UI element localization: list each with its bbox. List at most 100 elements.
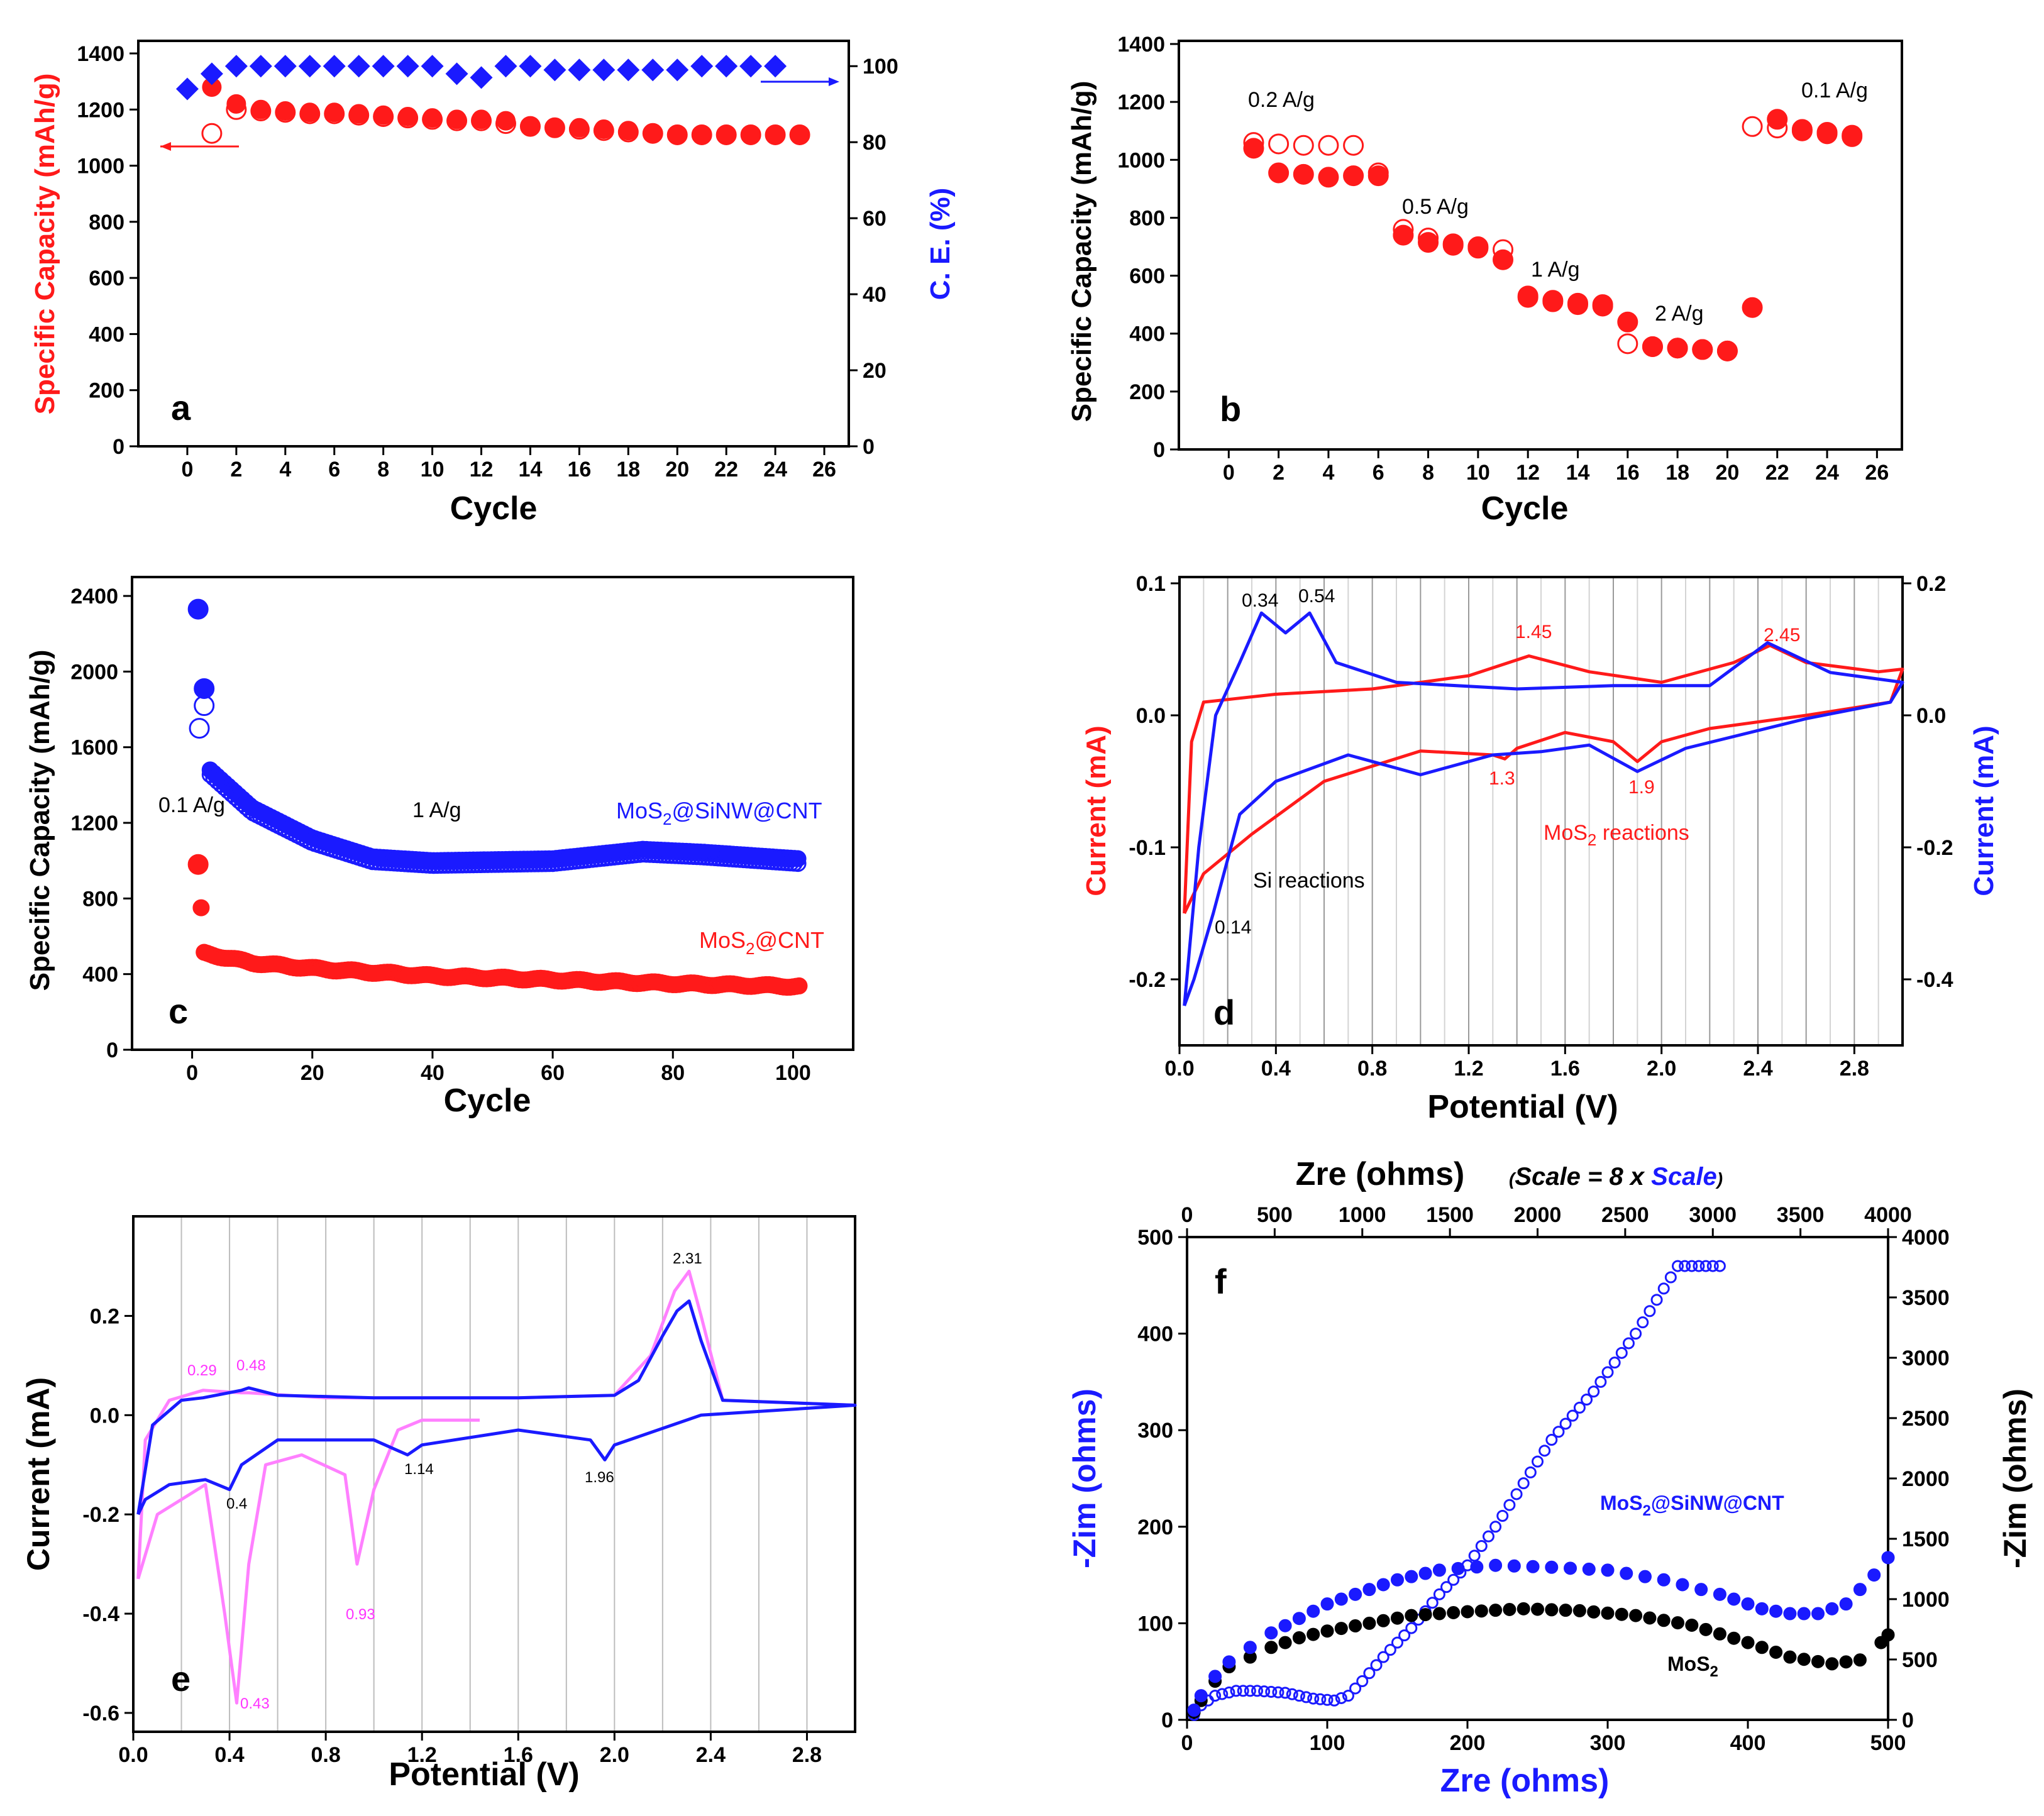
scaled-point	[1693, 1260, 1705, 1272]
ce-point	[249, 55, 272, 78]
y-c-ticklabel: 800	[82, 887, 118, 911]
yr-a-ticklabel: 0	[863, 435, 875, 459]
scaled-point	[1272, 1686, 1284, 1698]
scaled-point	[1594, 1375, 1607, 1388]
x-e-ticklabel: 0.4	[214, 1743, 244, 1767]
scaled-point	[1307, 1692, 1320, 1705]
ce-point	[543, 58, 566, 82]
scale-note-b: Scale	[1651, 1163, 1717, 1191]
charge-point	[1791, 120, 1813, 141]
scaled-point	[1539, 1445, 1551, 1457]
mos2-point	[1727, 1631, 1741, 1645]
sinw-point	[1278, 1619, 1292, 1632]
charge-point	[1642, 336, 1663, 357]
charge-point	[1592, 295, 1613, 317]
ce-point	[617, 58, 640, 82]
scaled-point	[1363, 1667, 1376, 1680]
x-f-ticklabel: 100	[1310, 1731, 1345, 1755]
scaled-point	[1510, 1488, 1523, 1500]
x-b-ticklabel: 4	[1322, 461, 1334, 485]
ce-point	[470, 66, 493, 89]
charge-point	[1467, 238, 1489, 259]
annotation-e-1.96: 1.96	[585, 1469, 614, 1486]
sinw-point	[1601, 1563, 1615, 1577]
scaled-point	[1370, 1659, 1383, 1671]
scaled-point	[1489, 1521, 1502, 1533]
sinw-point	[1264, 1626, 1278, 1640]
y-c-ticklabel: 0	[106, 1038, 118, 1062]
scaled-point	[1216, 1688, 1229, 1700]
yr-a-ticklabel: 60	[863, 207, 887, 231]
scaled-point	[1545, 1434, 1558, 1446]
ce-point	[200, 62, 223, 85]
ce-point	[323, 55, 346, 78]
sinw-point	[1797, 1607, 1811, 1621]
ylabel-c: Specific Capacity (mAh/g)	[25, 650, 55, 991]
mos2-point	[1797, 1653, 1811, 1666]
charge-point	[1816, 123, 1838, 145]
yr-f-ticklabel: 500	[1902, 1648, 1938, 1672]
x-b-ticklabel: 18	[1666, 461, 1689, 485]
charge-point	[1243, 138, 1264, 159]
ylabel-f: -Zim (ohms)	[1067, 1389, 1102, 1568]
yr-d-ticklabel: 0.2	[1916, 572, 1946, 596]
charge-point	[1517, 287, 1539, 308]
ylabel-e: Current (mA)	[21, 1377, 56, 1571]
scale-note-a: Scale = 8 x	[1515, 1163, 1651, 1191]
annotation-d-1.45: 1.45	[1515, 622, 1552, 642]
xlabel-top-f: Zre (ohms)	[1296, 1156, 1465, 1192]
x-a-ticklabel: 26	[812, 458, 836, 482]
discharge-point	[1617, 333, 1638, 355]
x-b-ticklabel: 0	[1223, 461, 1235, 485]
plot-frame-f	[1186, 1236, 1889, 1721]
scaled-point	[1524, 1466, 1537, 1478]
charge-point	[1842, 126, 1863, 147]
left-arrowhead	[160, 142, 171, 151]
charge-point	[716, 124, 736, 145]
legend-c-blue: MoS2@SiNW@CNT	[616, 798, 822, 828]
scaled-point	[1265, 1685, 1278, 1698]
sinw-point	[1545, 1560, 1559, 1574]
charge-point	[594, 119, 614, 140]
mos2-point	[1559, 1604, 1572, 1617]
scaled-point	[1293, 1690, 1305, 1702]
ce-point	[421, 55, 444, 78]
mos2-cnt-point	[192, 899, 210, 916]
scaled-point	[1503, 1499, 1516, 1511]
scaled-point	[1342, 1690, 1354, 1702]
charge-point	[275, 101, 296, 121]
sinw-point	[1881, 1551, 1895, 1565]
charge-point	[544, 118, 565, 138]
scaled-point	[1356, 1675, 1369, 1688]
sinw-point	[1676, 1578, 1689, 1592]
mos2-point	[1643, 1611, 1657, 1625]
annotation-e-0.43: 0.43	[240, 1695, 270, 1712]
yr-f-ticklabel: 2500	[1902, 1407, 1950, 1431]
y-d-ticklabel: 0.0	[1136, 704, 1166, 728]
mos2-point	[1461, 1605, 1474, 1619]
mos2-point	[1825, 1657, 1839, 1671]
y-e-ticklabel: 0.2	[90, 1304, 119, 1328]
charge-point	[398, 106, 418, 126]
panel-e: 0.0 0.4 0.8 1.2 1.6 2.0 2.4 2.8 -0.6 -0.4 -0.2 0.0 0…	[21, 1215, 857, 1793]
sinw-point	[1320, 1597, 1334, 1611]
annotation-e-0.4: 0.4	[226, 1495, 247, 1512]
mos2-point	[1783, 1650, 1797, 1664]
annotation-d-si: Si reactions	[1253, 869, 1365, 893]
x-b-ticklabel: 2	[1273, 461, 1284, 485]
scaled-point	[1637, 1316, 1649, 1329]
scaled-point	[1244, 1685, 1256, 1697]
annotation-0.2: 0.2 A/g	[1248, 88, 1315, 112]
sinw-point	[1825, 1602, 1839, 1615]
scaled-point	[1699, 1260, 1712, 1272]
mos2-point	[1572, 1604, 1586, 1617]
scaled-point	[1230, 1685, 1242, 1697]
ce-point	[175, 77, 199, 101]
charge-point	[765, 124, 785, 145]
x-e-ticklabel: 2.4	[696, 1743, 726, 1767]
ylabel-right-d: Current (mA)	[1969, 725, 1999, 896]
plot-frame-a	[137, 40, 850, 448]
x-d-ticklabel: 2.4	[1743, 1057, 1772, 1081]
panel-c: 0 20 40 60 80 100 0 400 800 1200 1600 2000 2400 0.1 …	[25, 576, 854, 1119]
charge-point	[741, 124, 761, 145]
